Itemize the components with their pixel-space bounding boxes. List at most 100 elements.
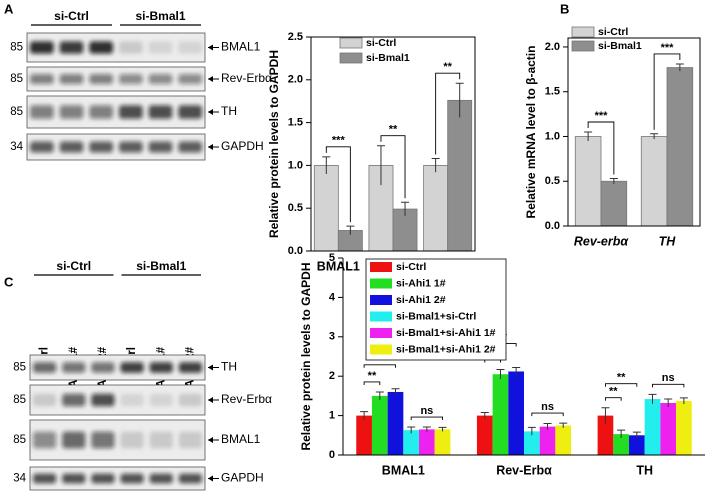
error-bar	[650, 133, 659, 140]
significance-bracket	[653, 53, 681, 130]
error-bar	[512, 367, 521, 376]
error-bar	[431, 158, 440, 173]
band-arrow-head	[208, 364, 213, 371]
legend-box	[365, 258, 507, 361]
blot-band	[89, 105, 113, 119]
error-bar	[346, 225, 355, 235]
significance-bracket	[531, 412, 564, 417]
size-marker: 85	[13, 362, 26, 374]
error-bar	[559, 422, 568, 428]
significance-label: ns	[541, 401, 554, 413]
y-tick-label: 1.0	[288, 159, 303, 171]
legend-label: si-Bmal1+si-Ctrl	[396, 310, 476, 322]
panel-label: A	[4, 1, 14, 16]
blot-strip	[29, 466, 206, 491]
error-bar	[543, 422, 552, 430]
blot-band	[33, 473, 57, 484]
significance-label: **	[389, 124, 398, 136]
bar	[676, 401, 692, 455]
bar	[313, 164, 339, 252]
error-bar	[360, 411, 369, 420]
blot-band	[62, 393, 86, 407]
x-tick-label: BMAL1	[382, 463, 425, 477]
significance-bracket	[605, 397, 622, 401]
blot-band	[120, 473, 144, 484]
bar	[539, 426, 556, 455]
blot-strip	[26, 32, 206, 63]
blot-band	[178, 473, 202, 484]
blot-band	[89, 41, 113, 54]
blot-band	[149, 362, 173, 373]
error-bar	[438, 426, 447, 432]
blot-band	[178, 41, 202, 54]
bar	[492, 374, 509, 455]
axis	[310, 36, 476, 252]
size-marker: 34	[10, 141, 23, 153]
blot-band	[89, 141, 113, 153]
size-marker: 85	[13, 434, 26, 446]
error-bar	[527, 426, 536, 436]
size-marker: 34	[13, 473, 26, 485]
blot-band	[62, 431, 86, 449]
bar	[508, 371, 524, 455]
panel-label: C	[4, 274, 14, 289]
y-tick-label: 1.5	[288, 117, 303, 129]
panel-label: B	[560, 1, 569, 16]
y-tick-label: 2.0	[545, 41, 560, 53]
significance-bracket	[605, 383, 638, 387]
blot-band	[119, 105, 143, 119]
size-marker: 85	[10, 106, 23, 118]
error-bar	[480, 411, 489, 419]
blot-band	[30, 141, 54, 153]
blot-strip	[29, 419, 206, 461]
legend-label: si-Bmal1+si-Ahi1 2#	[396, 343, 496, 355]
y-axis-label: Relative mRNA level to β-actin	[524, 46, 538, 219]
significance-bracket	[435, 72, 461, 155]
blot-band	[59, 41, 84, 54]
blot-band	[62, 473, 86, 484]
bar	[423, 164, 449, 252]
error-bar	[407, 426, 416, 434]
group-label: si-Bmal1	[135, 9, 185, 23]
error-bar	[322, 156, 331, 174]
size-marker: 85	[13, 394, 26, 406]
error-bar	[496, 369, 505, 379]
y-tick-label: 3	[329, 331, 335, 343]
error-bar	[664, 398, 673, 407]
blot-band	[178, 105, 202, 119]
legend-label: si-Bmal1	[366, 52, 410, 64]
blot-band	[149, 393, 173, 407]
legend-swatch	[370, 344, 392, 355]
bar	[613, 434, 629, 455]
band-label: Rev-Erbα	[221, 71, 272, 85]
band-label: Rev-Erbα	[221, 392, 272, 406]
error-bar	[584, 131, 593, 141]
band-arrow-head	[208, 109, 213, 115]
bar	[666, 67, 694, 227]
legend-swatch	[339, 52, 363, 64]
legend-swatch	[339, 37, 363, 49]
legend-swatch	[571, 40, 595, 52]
bar	[387, 391, 404, 455]
blot-band	[119, 73, 143, 85]
bar	[597, 415, 614, 455]
blot-band	[178, 362, 202, 373]
error-bar	[375, 391, 384, 400]
significance-label: **	[609, 386, 618, 398]
band-label: GAPDH	[221, 139, 264, 153]
y-tick-label: 2	[329, 370, 335, 382]
bar	[403, 430, 420, 455]
band-label: TH	[221, 104, 237, 118]
band-arrow-head	[208, 437, 213, 443]
blot-band	[149, 431, 173, 449]
y-tick-label: 5	[329, 252, 335, 264]
legend-label: si-Ctrl	[598, 26, 628, 38]
blot-band	[148, 41, 173, 54]
x-tick-label: BMAL1	[317, 259, 360, 273]
legend-label: si-Ctrl	[396, 261, 426, 273]
y-tick-label: 2.5	[288, 31, 303, 43]
legend-swatch	[370, 295, 392, 305]
size-marker: 85	[10, 42, 23, 54]
band-label: BMAL1	[221, 432, 261, 446]
blot-band	[62, 362, 86, 373]
